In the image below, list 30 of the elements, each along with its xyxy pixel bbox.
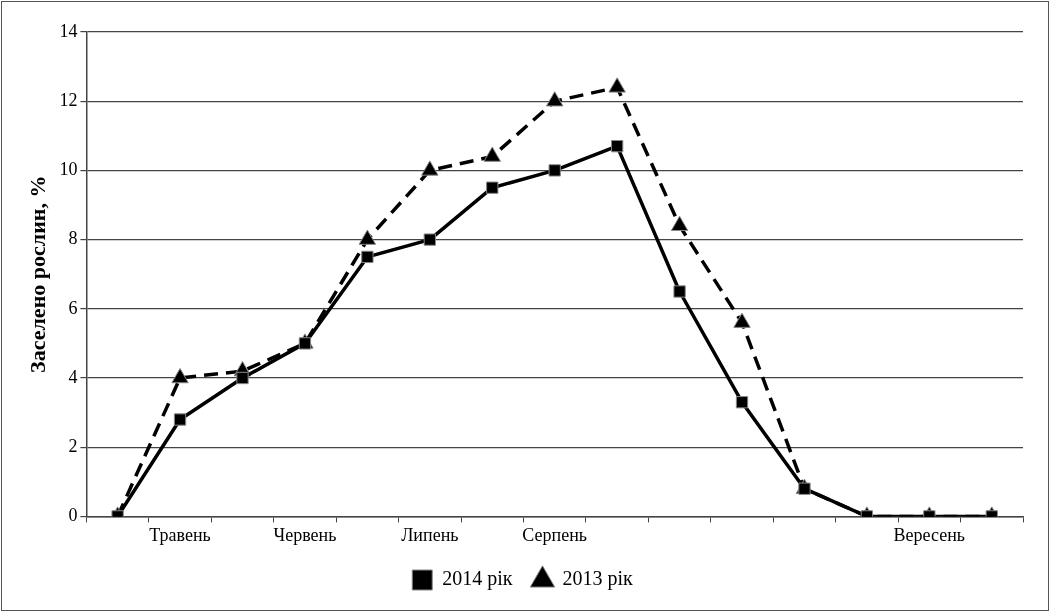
point xyxy=(171,368,189,384)
point xyxy=(361,250,374,264)
point xyxy=(608,77,626,93)
y-tick-label: 6 xyxy=(68,297,78,318)
y-tick-label: 4 xyxy=(68,366,78,387)
y-tick-label: 12 xyxy=(59,89,78,110)
point xyxy=(486,181,499,194)
x-tick-label: Вересень xyxy=(893,524,966,545)
y-tick-label: 14 xyxy=(59,20,78,41)
point xyxy=(423,233,436,246)
y-tick-label: 10 xyxy=(59,159,78,180)
point xyxy=(673,285,686,298)
point xyxy=(545,91,564,107)
point xyxy=(670,215,689,232)
x-tick-label: Червень xyxy=(273,524,337,545)
point xyxy=(733,312,751,328)
point xyxy=(358,229,377,245)
y-tick-label: 2 xyxy=(68,435,78,456)
y-axis-title: Заселено рослин, % xyxy=(24,175,50,373)
x-tick-label: Травень xyxy=(149,524,211,545)
legend-label: 2014 рік xyxy=(442,567,513,591)
point xyxy=(548,164,561,177)
legend-label: 2013 рік xyxy=(562,567,634,591)
point xyxy=(421,160,439,176)
point xyxy=(483,146,501,162)
point xyxy=(610,140,624,153)
y-tick-label: 8 xyxy=(68,228,78,249)
y-tick-label: 0 xyxy=(68,505,78,526)
x-tick-label: Липень xyxy=(401,524,459,545)
x-tick-label: Серпень xyxy=(522,524,588,545)
